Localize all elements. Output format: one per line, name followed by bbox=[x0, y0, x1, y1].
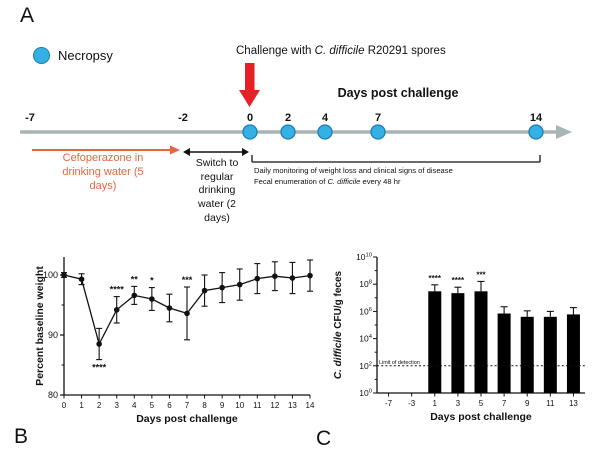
svg-text:11: 11 bbox=[546, 399, 555, 408]
svg-text:7: 7 bbox=[375, 112, 381, 124]
svg-text:4: 4 bbox=[132, 401, 137, 410]
svg-text:-7: -7 bbox=[25, 112, 35, 124]
svg-text:13: 13 bbox=[569, 399, 578, 408]
challenge-label-prefix: Challenge with bbox=[236, 45, 315, 57]
svg-text:100: 100 bbox=[43, 270, 58, 280]
monitoring-line1: Daily monitoring of weight loss and clin… bbox=[254, 166, 453, 175]
svg-text:0: 0 bbox=[247, 112, 253, 124]
svg-text:***: *** bbox=[182, 275, 193, 285]
svg-text:Days post challenge: Days post challenge bbox=[136, 413, 238, 425]
svg-text:90: 90 bbox=[48, 330, 58, 340]
svg-text:0: 0 bbox=[62, 401, 67, 410]
challenge-label: Challenge with C. difficile R20291 spore… bbox=[236, 45, 446, 57]
svg-text:****: **** bbox=[110, 285, 125, 295]
timeline-tick-labels: -7 -2 0 2 4 7 14 bbox=[25, 112, 543, 124]
y-axis-label: Percent baseline weight bbox=[34, 266, 46, 386]
svg-text:*: * bbox=[150, 276, 154, 286]
x-axis-label: Days post challenge bbox=[430, 411, 532, 423]
necropsy-icon bbox=[33, 47, 50, 64]
svg-text:1010: 1010 bbox=[356, 252, 372, 262]
svg-text:-2: -2 bbox=[178, 112, 188, 124]
svg-text:-3: -3 bbox=[408, 399, 416, 408]
significance-stars: ********** * *** bbox=[92, 274, 193, 372]
svg-text:****: **** bbox=[92, 363, 107, 373]
svg-text:11: 11 bbox=[253, 401, 262, 410]
svg-text:**: ** bbox=[131, 274, 139, 284]
svg-text:****: **** bbox=[429, 274, 442, 283]
challenge-label-suffix: R20291 spores bbox=[364, 45, 446, 57]
monitoring-bracket bbox=[251, 155, 541, 163]
data-points bbox=[61, 272, 313, 347]
x-axis-label: Days post challenge bbox=[136, 413, 238, 425]
svg-text:100: 100 bbox=[359, 388, 372, 398]
svg-text:7: 7 bbox=[502, 399, 507, 408]
panel-b-label: B bbox=[14, 425, 29, 448]
svg-text:2: 2 bbox=[285, 112, 291, 124]
svg-text:14: 14 bbox=[530, 112, 543, 124]
cefoperazone-arrow-icon bbox=[32, 145, 180, 155]
necropsy-legend: Necropsy bbox=[33, 47, 113, 64]
svg-text:-7: -7 bbox=[385, 399, 393, 408]
cefoperazone-label: Cefoperazone in drinking water (5 days) bbox=[62, 152, 144, 192]
monitoring-line2-prefix: Fecal enumeration of bbox=[254, 177, 328, 187]
svg-text:4: 4 bbox=[322, 112, 329, 124]
necropsy-legend-label: Necropsy bbox=[58, 48, 113, 63]
monitoring-line2: Fecal enumeration of C. difficile every … bbox=[254, 176, 453, 187]
svg-text:2: 2 bbox=[97, 401, 102, 410]
svg-text:8: 8 bbox=[202, 401, 207, 410]
svg-text:5: 5 bbox=[150, 401, 155, 410]
svg-text:Limit of detection: Limit of detection bbox=[379, 360, 420, 366]
monitoring-line2-species: C. difficile bbox=[327, 177, 361, 187]
svg-text:Days post challenge: Days post challenge bbox=[430, 411, 532, 423]
svg-text:80: 80 bbox=[48, 390, 58, 400]
significance-stars: **** ******* bbox=[429, 270, 487, 285]
svg-text:6: 6 bbox=[167, 401, 172, 410]
days-post-challenge-heading: Days post challenge bbox=[337, 86, 459, 100]
monitoring-label: Daily monitoring of weight loss and clin… bbox=[254, 165, 453, 188]
challenge-label-species: C. difficile bbox=[314, 45, 365, 57]
svg-text:C. difficile CFU/g feces: C. difficile CFU/g feces bbox=[333, 270, 344, 379]
svg-text:10: 10 bbox=[235, 401, 244, 410]
svg-text:Percent baseline weight: Percent baseline weight bbox=[34, 266, 46, 386]
svg-text:13: 13 bbox=[288, 401, 297, 410]
switch-water-label: Switch to regular drinking water (2 days… bbox=[195, 157, 239, 224]
svg-text:1: 1 bbox=[433, 399, 438, 408]
challenge-arrow-icon bbox=[239, 63, 260, 107]
bars bbox=[428, 291, 580, 393]
svg-text:106: 106 bbox=[359, 306, 372, 316]
svg-text:1: 1 bbox=[79, 401, 84, 410]
svg-text:7: 7 bbox=[185, 401, 190, 410]
switch-double-arrow-icon bbox=[183, 148, 249, 156]
svg-text:3: 3 bbox=[114, 401, 119, 410]
svg-text:***: *** bbox=[476, 270, 486, 279]
svg-text:****: **** bbox=[452, 276, 465, 285]
svg-text:104: 104 bbox=[359, 334, 372, 344]
svg-text:5: 5 bbox=[479, 399, 484, 408]
monitoring-line2-suffix: every 48 hr bbox=[360, 177, 401, 187]
timeline-graphic: -7 -2 0 2 4 7 14 bbox=[20, 63, 572, 163]
svg-text:9: 9 bbox=[525, 399, 530, 408]
svg-text:108: 108 bbox=[359, 279, 372, 289]
svg-text:9: 9 bbox=[220, 401, 225, 410]
timeline-axis bbox=[20, 125, 572, 139]
panel-a-label: A bbox=[20, 4, 35, 27]
y-axis-label: C. difficile CFU/g feces bbox=[333, 270, 344, 379]
error-bars bbox=[431, 280, 577, 317]
svg-text:14: 14 bbox=[306, 401, 315, 410]
svg-text:3: 3 bbox=[456, 399, 461, 408]
limit-of-detection-line: Limit of detection bbox=[377, 360, 585, 367]
panel-c-label: C bbox=[316, 427, 332, 450]
svg-text:12: 12 bbox=[270, 401, 279, 410]
svg-text:102: 102 bbox=[359, 361, 372, 371]
necropsy-markers bbox=[242, 124, 544, 140]
